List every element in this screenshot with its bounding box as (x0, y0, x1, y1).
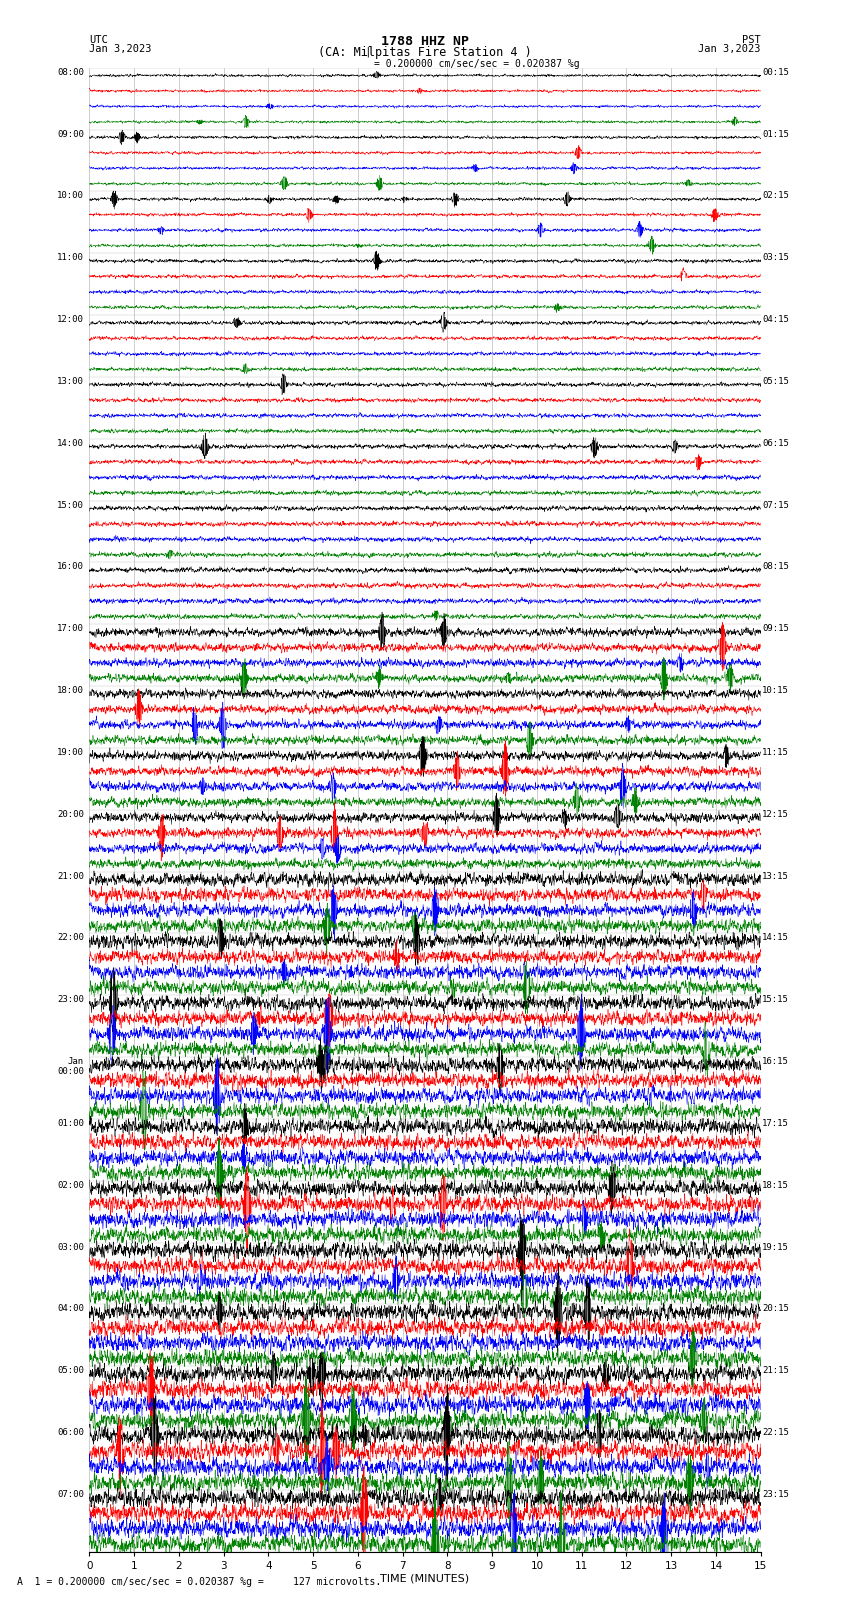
Text: Jan 3,2023: Jan 3,2023 (698, 44, 761, 55)
Text: 21:00: 21:00 (57, 871, 84, 881)
Text: 18:15: 18:15 (762, 1181, 789, 1190)
Text: 13:00: 13:00 (57, 377, 84, 386)
Text: 00:15: 00:15 (762, 68, 789, 77)
Text: 02:15: 02:15 (762, 192, 789, 200)
Text: 19:00: 19:00 (57, 748, 84, 756)
Text: 11:00: 11:00 (57, 253, 84, 263)
Text: 01:15: 01:15 (762, 129, 789, 139)
Text: 17:15: 17:15 (762, 1119, 789, 1127)
Text: 09:15: 09:15 (762, 624, 789, 634)
Text: 17:00: 17:00 (57, 624, 84, 634)
Text: 18:00: 18:00 (57, 686, 84, 695)
Text: 22:15: 22:15 (762, 1428, 789, 1437)
Text: 14:00: 14:00 (57, 439, 84, 448)
Text: 12:15: 12:15 (762, 810, 789, 819)
Text: 15:00: 15:00 (57, 500, 84, 510)
Text: = 0.200000 cm/sec/sec = 0.020387 %g: = 0.200000 cm/sec/sec = 0.020387 %g (374, 58, 580, 69)
Text: 16:00: 16:00 (57, 563, 84, 571)
Text: |: | (364, 47, 371, 58)
Text: 15:15: 15:15 (762, 995, 789, 1005)
Text: 20:00: 20:00 (57, 810, 84, 819)
Text: 21:15: 21:15 (762, 1366, 789, 1376)
Text: 14:15: 14:15 (762, 934, 789, 942)
Text: 03:00: 03:00 (57, 1242, 84, 1252)
Text: 06:15: 06:15 (762, 439, 789, 448)
Text: 04:00: 04:00 (57, 1305, 84, 1313)
Text: 12:00: 12:00 (57, 315, 84, 324)
Text: 09:00: 09:00 (57, 129, 84, 139)
Text: 11:15: 11:15 (762, 748, 789, 756)
Text: 23:15: 23:15 (762, 1490, 789, 1498)
Text: PST: PST (742, 35, 761, 45)
Text: 23:00: 23:00 (57, 995, 84, 1005)
Text: 07:00: 07:00 (57, 1490, 84, 1498)
Text: A  1 = 0.200000 cm/sec/sec = 0.020387 %g =     127 microvolts.: A 1 = 0.200000 cm/sec/sec = 0.020387 %g … (17, 1578, 382, 1587)
Text: 10:15: 10:15 (762, 686, 789, 695)
Text: 1788 HHZ NP: 1788 HHZ NP (381, 35, 469, 48)
Text: 13:15: 13:15 (762, 871, 789, 881)
Text: 19:15: 19:15 (762, 1242, 789, 1252)
Text: 04:15: 04:15 (762, 315, 789, 324)
Text: 16:15: 16:15 (762, 1057, 789, 1066)
Text: 10:00: 10:00 (57, 192, 84, 200)
Text: Jan
00:00: Jan 00:00 (57, 1057, 84, 1076)
Text: UTC: UTC (89, 35, 108, 45)
Text: 06:00: 06:00 (57, 1428, 84, 1437)
Text: 07:15: 07:15 (762, 500, 789, 510)
X-axis label: TIME (MINUTES): TIME (MINUTES) (381, 1574, 469, 1584)
Text: 08:00: 08:00 (57, 68, 84, 77)
Text: Jan 3,2023: Jan 3,2023 (89, 44, 152, 55)
Text: 03:15: 03:15 (762, 253, 789, 263)
Text: 08:15: 08:15 (762, 563, 789, 571)
Text: 01:00: 01:00 (57, 1119, 84, 1127)
Text: 02:00: 02:00 (57, 1181, 84, 1190)
Text: 05:15: 05:15 (762, 377, 789, 386)
Text: 20:15: 20:15 (762, 1305, 789, 1313)
Text: 05:00: 05:00 (57, 1366, 84, 1376)
Text: (CA: Milpitas Fire Station 4 ): (CA: Milpitas Fire Station 4 ) (318, 45, 532, 60)
Text: 22:00: 22:00 (57, 934, 84, 942)
